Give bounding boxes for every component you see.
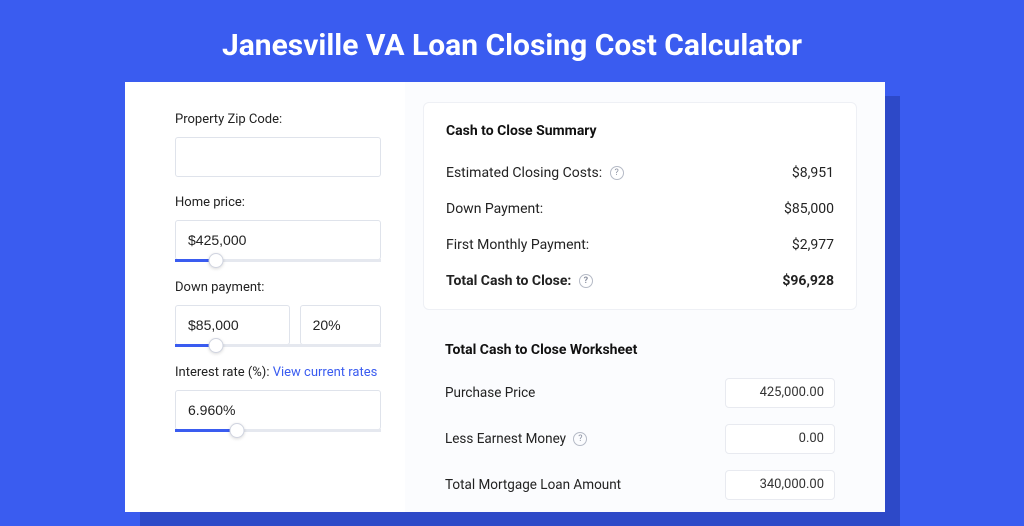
worksheet-row-label: Purchase Price — [445, 385, 535, 401]
down-payment-slider[interactable] — [175, 344, 381, 347]
interest-group: Interest rate (%): View current rates — [175, 365, 381, 432]
down-payment-input[interactable] — [175, 305, 290, 345]
worksheet-row-value[interactable]: 425,000.00 — [725, 378, 835, 408]
worksheet-row-label: Total Mortgage Loan Amount — [445, 477, 621, 493]
help-icon[interactable]: ? — [579, 274, 593, 288]
summary-row-label: Down Payment: — [446, 201, 543, 217]
down-payment-label: Down payment: — [175, 280, 381, 295]
summary-row: Down Payment: $85,000 — [446, 191, 834, 227]
summary-row-label: Total Cash to Close: ? — [446, 273, 593, 289]
worksheet-row: Total Mortgage Loan Amount 340,000.00 — [423, 462, 857, 508]
slider-fill — [175, 429, 237, 432]
slider-thumb[interactable] — [209, 253, 224, 268]
label-text: Total Cash to Close: — [446, 273, 571, 289]
worksheet-row: Purchase Price 425,000.00 — [423, 370, 857, 416]
down-payment-group: Down payment: — [175, 280, 381, 347]
zip-group: Property Zip Code: — [175, 112, 381, 177]
calculator-card: Property Zip Code: Home price: Down paym… — [125, 82, 885, 512]
label-text: Less Earnest Money — [445, 431, 566, 447]
view-rates-link[interactable]: View current rates — [273, 365, 378, 380]
worksheet-row-value[interactable]: 340,000.00 — [725, 470, 835, 500]
home-price-slider[interactable] — [175, 259, 381, 262]
summary-column: Cash to Close Summary Estimated Closing … — [405, 82, 885, 512]
summary-row-value: $96,928 — [782, 273, 834, 289]
worksheet-row: Total Second Mortgage Amount ? 0.00 — [423, 508, 857, 512]
slider-thumb[interactable] — [209, 338, 224, 353]
input-column: Property Zip Code: Home price: Down paym… — [125, 82, 405, 512]
worksheet-row: Less Earnest Money ? 0.00 — [423, 416, 857, 462]
zip-input[interactable] — [175, 137, 381, 177]
help-icon[interactable]: ? — [573, 432, 587, 446]
summary-row-value: $2,977 — [792, 237, 834, 253]
home-price-input[interactable] — [175, 220, 381, 260]
home-price-label: Home price: — [175, 195, 381, 210]
summary-panel: Cash to Close Summary Estimated Closing … — [423, 102, 857, 310]
summary-row: First Monthly Payment: $2,977 — [446, 227, 834, 263]
interest-label: Interest rate (%): View current rates — [175, 365, 381, 380]
help-icon[interactable]: ? — [610, 166, 624, 180]
interest-slider[interactable] — [175, 429, 381, 432]
down-payment-pct-input[interactable] — [300, 305, 381, 345]
summary-row: Estimated Closing Costs: ? $8,951 — [446, 155, 834, 191]
worksheet-title: Total Cash to Close Worksheet — [423, 326, 857, 370]
worksheet-row-value[interactable]: 0.00 — [725, 424, 835, 454]
worksheet-row-label: Less Earnest Money ? — [445, 431, 587, 447]
summary-row-total: Total Cash to Close: ? $96,928 — [446, 263, 834, 299]
summary-row-label: First Monthly Payment: — [446, 237, 589, 253]
summary-row-value: $8,951 — [792, 165, 834, 181]
interest-label-text: Interest rate (%): — [175, 365, 273, 380]
page-title: Janesville VA Loan Closing Cost Calculat… — [0, 0, 1024, 85]
label-text: Estimated Closing Costs: — [446, 165, 602, 181]
summary-row-value: $85,000 — [784, 201, 834, 217]
zip-label: Property Zip Code: — [175, 112, 381, 127]
worksheet-panel: Total Cash to Close Worksheet Purchase P… — [423, 326, 857, 512]
summary-row-label: Estimated Closing Costs: ? — [446, 165, 624, 181]
slider-thumb[interactable] — [229, 423, 244, 438]
summary-title: Cash to Close Summary — [446, 123, 834, 139]
interest-input[interactable] — [175, 390, 381, 430]
home-price-group: Home price: — [175, 195, 381, 262]
